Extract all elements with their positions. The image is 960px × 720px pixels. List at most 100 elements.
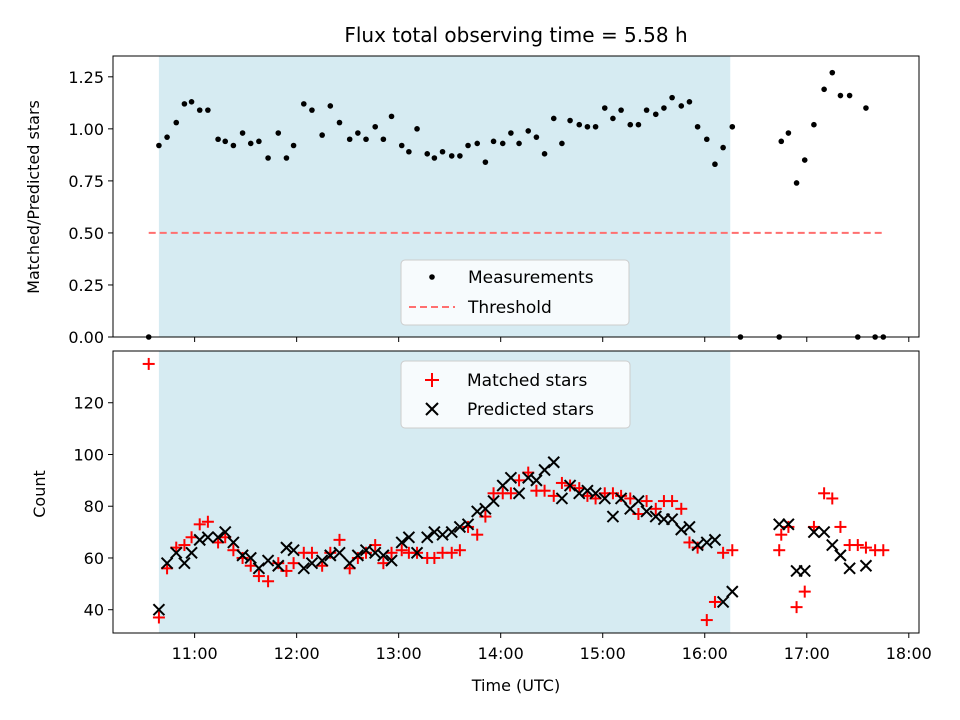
predicted-star-point — [359, 544, 373, 557]
x-tick-label: 14:00 — [478, 644, 524, 663]
measurement-point — [712, 161, 718, 168]
predicted-star-point — [716, 595, 730, 609]
x-tick-label: 16:00 — [682, 644, 728, 663]
predicted-star-point — [461, 518, 475, 531]
bottom-y-tick-label: 100 — [73, 445, 104, 464]
predicted-star-point — [272, 559, 285, 572]
measurement-point — [247, 140, 254, 147]
predicted-star-point — [152, 603, 166, 616]
measurement-point — [669, 94, 675, 101]
measurement-point — [694, 123, 701, 130]
top-y-tick-label: 0.25 — [68, 276, 104, 295]
matched-star-point — [826, 492, 839, 505]
bottom-panel: 40 60 80 100 120 11:00 12:00 13:00 14:00 15:00 16… — [30, 350, 932, 695]
matched-star-point — [471, 528, 484, 541]
predicted-star-point — [178, 556, 191, 570]
measurement-point — [576, 121, 583, 128]
predicted-star-point — [691, 538, 704, 552]
predicted-star-point — [185, 546, 198, 560]
matched-star-point — [244, 559, 257, 572]
measurement-point — [439, 148, 446, 155]
top-panel: Flux total observing time = 5.58 h 0.00 0… — [24, 23, 920, 347]
predicted-star-point — [598, 492, 611, 505]
top-legend-box — [400, 259, 630, 326]
matched-star-point — [152, 611, 165, 624]
predicted-star-point — [581, 484, 594, 497]
predicted-star-point — [324, 549, 337, 562]
measurement-point — [703, 136, 710, 143]
top-y-tick-label: 0.50 — [68, 224, 104, 243]
matched-star-point — [193, 518, 206, 531]
predicted-star-point — [834, 549, 847, 562]
bottom-y-axis-label: Count — [30, 470, 49, 518]
matched-star-point — [859, 541, 872, 554]
measurement-point — [336, 119, 343, 126]
measurement-point — [778, 138, 785, 145]
measurement-point — [678, 103, 685, 109]
matched-star-point — [513, 474, 526, 487]
predicted-star-point — [395, 536, 408, 549]
predicted-star-point — [261, 554, 275, 567]
legend-predicted-label: Predicted stars — [467, 400, 594, 420]
measurement-point — [355, 130, 361, 136]
predicted-star-point — [193, 533, 206, 547]
matched-star-point — [504, 487, 517, 500]
measurement-point — [635, 121, 642, 128]
predicted-star-point — [297, 562, 310, 575]
predicted-star-point — [402, 531, 416, 544]
measurement-point — [388, 113, 395, 120]
x-tick-label: 13:00 — [376, 644, 422, 663]
predicted-star-point — [708, 533, 722, 547]
predicted-star-point — [547, 456, 560, 469]
matched-star-point — [726, 544, 739, 557]
x-tick-label: 17:00 — [784, 644, 830, 663]
predicted-star-point — [436, 528, 449, 541]
predicted-star-point — [538, 463, 551, 477]
matched-star-point — [538, 484, 551, 497]
measurement-point — [592, 123, 599, 130]
matched-star-point — [252, 570, 265, 583]
measurement-point — [327, 103, 334, 109]
measurement-point — [188, 98, 195, 105]
measurement-point — [448, 153, 455, 159]
measurement-point — [398, 142, 405, 149]
matched-star-point — [178, 539, 191, 552]
matched-star-point — [818, 487, 831, 500]
matched-star-point — [834, 520, 847, 533]
predicted-star-point — [798, 564, 811, 578]
predicted-star-point — [614, 492, 628, 505]
matched-star-point — [555, 476, 568, 489]
matched-star-point — [333, 533, 346, 546]
x-tick-label: 11:00 — [172, 644, 218, 663]
predicted-star-point — [843, 562, 856, 575]
measurement-point — [230, 142, 237, 149]
matched-star-point — [790, 601, 803, 614]
measurement-point — [643, 107, 650, 113]
measurement-point — [290, 142, 297, 149]
predicted-star-point — [385, 554, 398, 567]
predicted-star-point — [504, 471, 518, 484]
top-y-tick-label: 0.75 — [68, 172, 104, 191]
matched-star-point — [201, 515, 214, 528]
x-tick-label: 12:00 — [274, 644, 320, 663]
predicted-star-point — [351, 549, 365, 562]
matched-star-point — [675, 502, 688, 515]
top-y-tick-label: 1.00 — [68, 120, 104, 139]
top-plot-frame — [112, 55, 920, 338]
measurement-point — [533, 134, 540, 140]
measurement-point — [846, 92, 853, 99]
measurement-point — [173, 119, 180, 126]
top-y-axis-label: Matched/Predicted stars — [24, 100, 43, 294]
predicted-star-point — [368, 546, 382, 560]
measurement-point — [601, 105, 608, 111]
matched-star-point — [624, 492, 637, 505]
measurement-point — [729, 123, 736, 130]
legend-matched-label: Matched stars — [467, 371, 587, 391]
predicted-star-point — [555, 492, 569, 505]
measurement-point — [821, 86, 827, 93]
predicted-star-point — [280, 541, 293, 554]
measurement-point — [205, 107, 211, 113]
measurement-point — [499, 140, 506, 147]
measurement-point — [490, 138, 497, 145]
predicted-star-point — [244, 551, 257, 565]
